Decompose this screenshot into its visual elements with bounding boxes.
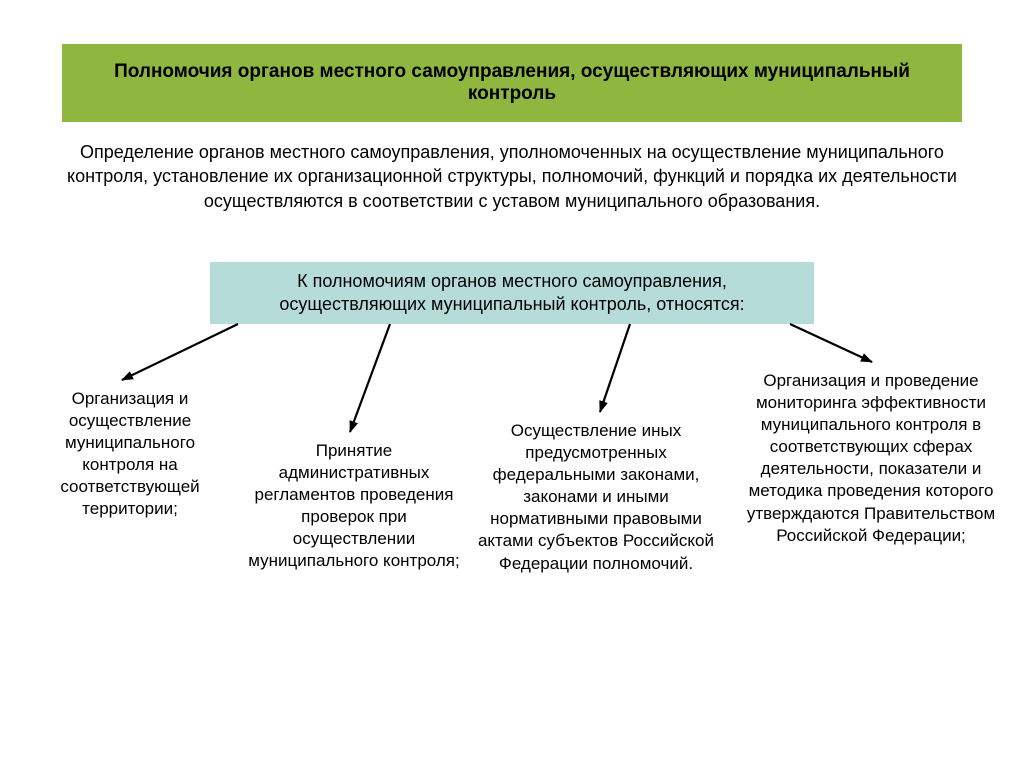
subheading-text: К полномочиям органов местного самоуправ… bbox=[230, 270, 794, 317]
arrow bbox=[790, 324, 872, 362]
branch-item-2: Принятие административных регламентов пр… bbox=[244, 440, 464, 573]
subheading-box: К полномочиям органов местного самоуправ… bbox=[210, 262, 814, 324]
arrow bbox=[600, 324, 630, 412]
branch-item-4: Организация и проведение мониторинга эфф… bbox=[742, 370, 1000, 547]
branch-item-1: Организация и осуществление муниципально… bbox=[30, 388, 230, 521]
intro-paragraph: Определение органов местного самоуправле… bbox=[62, 140, 962, 213]
arrow bbox=[350, 324, 390, 432]
branch-item-3: Осуществление иных предусмотренных федер… bbox=[472, 420, 720, 575]
title-text: Полномочия органов местного самоуправлен… bbox=[102, 61, 922, 105]
arrow bbox=[122, 324, 238, 380]
title-banner: Полномочия органов местного самоуправлен… bbox=[62, 44, 962, 122]
